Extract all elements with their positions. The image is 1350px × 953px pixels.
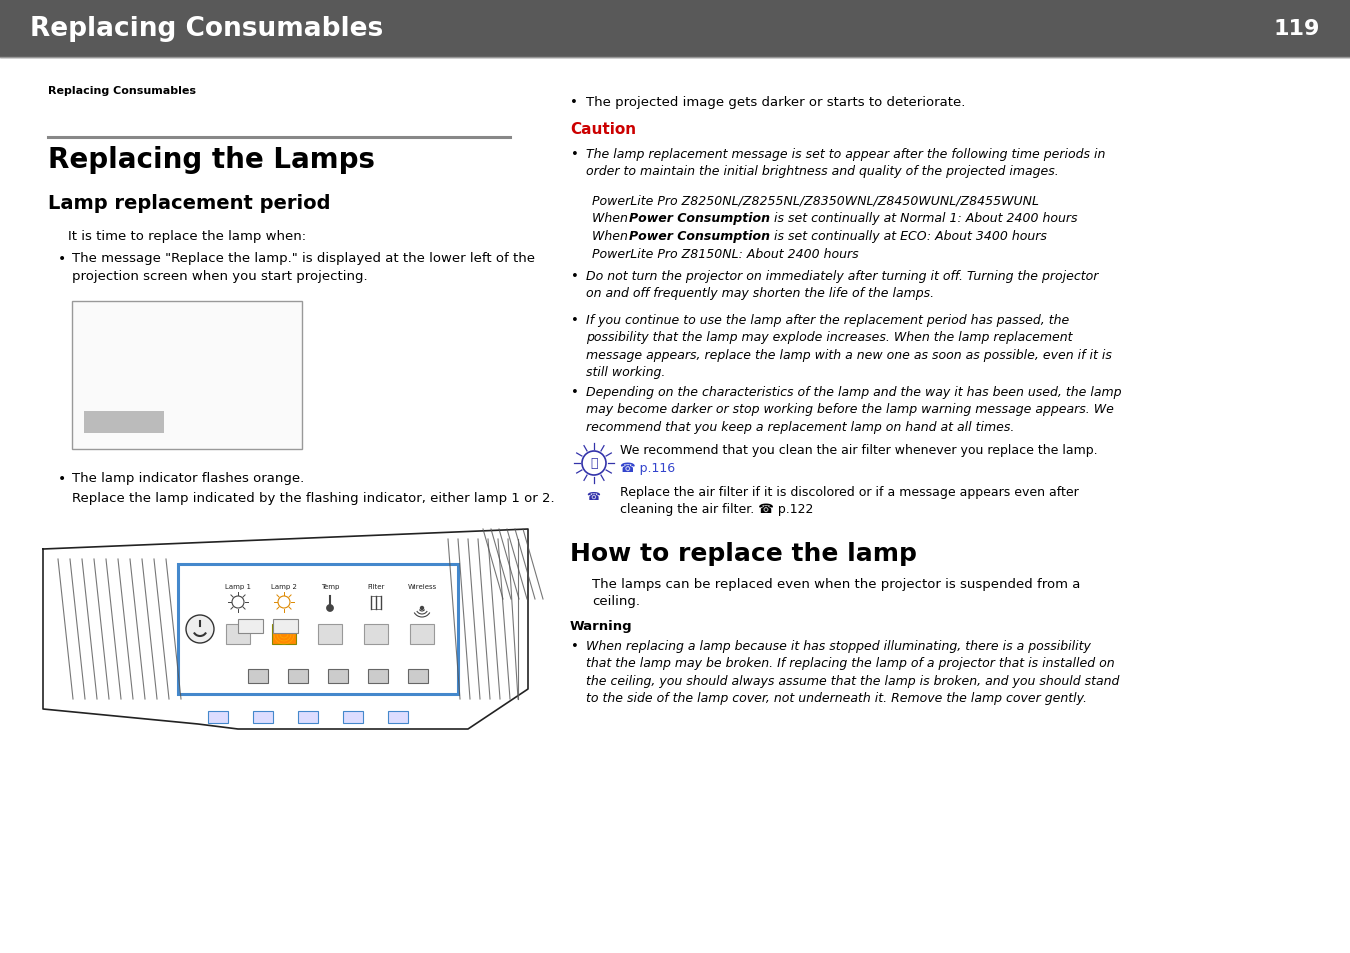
Text: It is time to replace the lamp when:: It is time to replace the lamp when: xyxy=(68,230,306,243)
Text: Caution: Caution xyxy=(570,122,636,137)
Text: The lamps can be replaced even when the projector is suspended from a
ceiling.: The lamps can be replaced even when the … xyxy=(593,578,1080,608)
Text: •: • xyxy=(58,472,66,485)
Bar xyxy=(238,619,263,634)
Bar xyxy=(387,711,408,723)
Text: •: • xyxy=(570,386,578,398)
Text: •: • xyxy=(570,314,578,327)
Text: Lamp 2: Lamp 2 xyxy=(271,583,297,589)
Bar xyxy=(343,711,363,723)
Text: Filter: Filter xyxy=(367,583,385,589)
Bar xyxy=(178,564,458,695)
Text: is set continually at ECO: About 3400 hours: is set continually at ECO: About 3400 ho… xyxy=(769,230,1046,243)
Text: PowerLite Pro Z8150NL: About 2400 hours: PowerLite Pro Z8150NL: About 2400 hours xyxy=(593,248,859,261)
Text: The lamp replacement message is set to appear after the following time periods i: The lamp replacement message is set to a… xyxy=(586,148,1106,178)
Text: Replacing Consumables: Replacing Consumables xyxy=(30,16,383,42)
Text: ☎: ☎ xyxy=(586,492,599,501)
Bar xyxy=(248,669,269,683)
Text: When: When xyxy=(593,230,632,243)
Bar xyxy=(72,302,302,450)
Circle shape xyxy=(582,452,606,476)
Text: When: When xyxy=(593,212,632,225)
Text: Temp: Temp xyxy=(321,583,339,589)
Bar xyxy=(410,624,433,644)
Text: Power Consumption: Power Consumption xyxy=(629,212,769,225)
Text: •: • xyxy=(570,148,578,161)
Circle shape xyxy=(186,616,215,643)
Text: Replacing the Lamps: Replacing the Lamps xyxy=(49,146,375,173)
Bar xyxy=(252,711,273,723)
Text: Replace the lamp indicated by the flashing indicator, either lamp 1 or 2.: Replace the lamp indicated by the flashi… xyxy=(72,492,555,504)
Bar xyxy=(208,711,228,723)
Bar xyxy=(328,669,348,683)
Bar xyxy=(319,624,342,644)
Text: If you continue to use the lamp after the replacement period has passed, the
pos: If you continue to use the lamp after th… xyxy=(586,314,1112,379)
Bar xyxy=(271,624,296,644)
Text: ☎ p.116: ☎ p.116 xyxy=(620,461,675,475)
Text: How to replace the lamp: How to replace the lamp xyxy=(570,541,917,565)
Text: Lamp 1: Lamp 1 xyxy=(225,583,251,589)
Bar xyxy=(298,711,319,723)
Text: PowerLite Pro Z8250NL/Z8255NL/Z8350WNL/Z8450WUNL/Z8455WUNL: PowerLite Pro Z8250NL/Z8255NL/Z8350WNL/Z… xyxy=(593,193,1040,207)
Bar xyxy=(273,619,298,634)
Text: •: • xyxy=(570,639,578,652)
Text: The lamp indicator flashes orange.: The lamp indicator flashes orange. xyxy=(72,472,304,484)
Text: •: • xyxy=(58,252,66,266)
Text: The message "Replace the lamp." is displayed at the lower left of the
projection: The message "Replace the lamp." is displ… xyxy=(72,252,535,283)
Text: •: • xyxy=(570,270,578,283)
Text: Do not turn the projector on immediately after turning it off. Turning the proje: Do not turn the projector on immediately… xyxy=(586,270,1099,300)
Circle shape xyxy=(420,607,424,610)
Bar xyxy=(408,669,428,683)
Text: 💡: 💡 xyxy=(590,457,598,470)
Bar xyxy=(369,669,387,683)
Bar xyxy=(225,624,250,644)
Text: Replacing Consumables: Replacing Consumables xyxy=(49,86,196,96)
Bar xyxy=(0,0,1350,58)
Text: We recommend that you clean the air filter whenever you replace the lamp.: We recommend that you clean the air filt… xyxy=(620,443,1098,456)
Circle shape xyxy=(327,605,333,612)
Text: The projected image gets darker or starts to deteriorate.: The projected image gets darker or start… xyxy=(586,96,965,109)
Text: Replace the air filter if it is discolored or if a message appears even after
cl: Replace the air filter if it is discolor… xyxy=(620,485,1079,516)
Text: Depending on the characteristics of the lamp and the way it has been used, the l: Depending on the characteristics of the … xyxy=(586,386,1122,434)
Text: Wireless: Wireless xyxy=(408,583,436,589)
Text: Lamp replacement period: Lamp replacement period xyxy=(49,193,331,213)
Text: is set continually at Normal 1: About 2400 hours: is set continually at Normal 1: About 24… xyxy=(769,212,1077,225)
Bar xyxy=(84,412,163,434)
Text: 119: 119 xyxy=(1273,19,1320,39)
Text: Power Consumption: Power Consumption xyxy=(629,230,769,243)
Bar xyxy=(364,624,387,644)
Bar xyxy=(288,669,308,683)
Text: Warning: Warning xyxy=(570,619,633,633)
Text: When replacing a lamp because it has stopped illuminating, there is a possibilit: When replacing a lamp because it has sto… xyxy=(586,639,1119,705)
Text: •: • xyxy=(570,96,578,109)
